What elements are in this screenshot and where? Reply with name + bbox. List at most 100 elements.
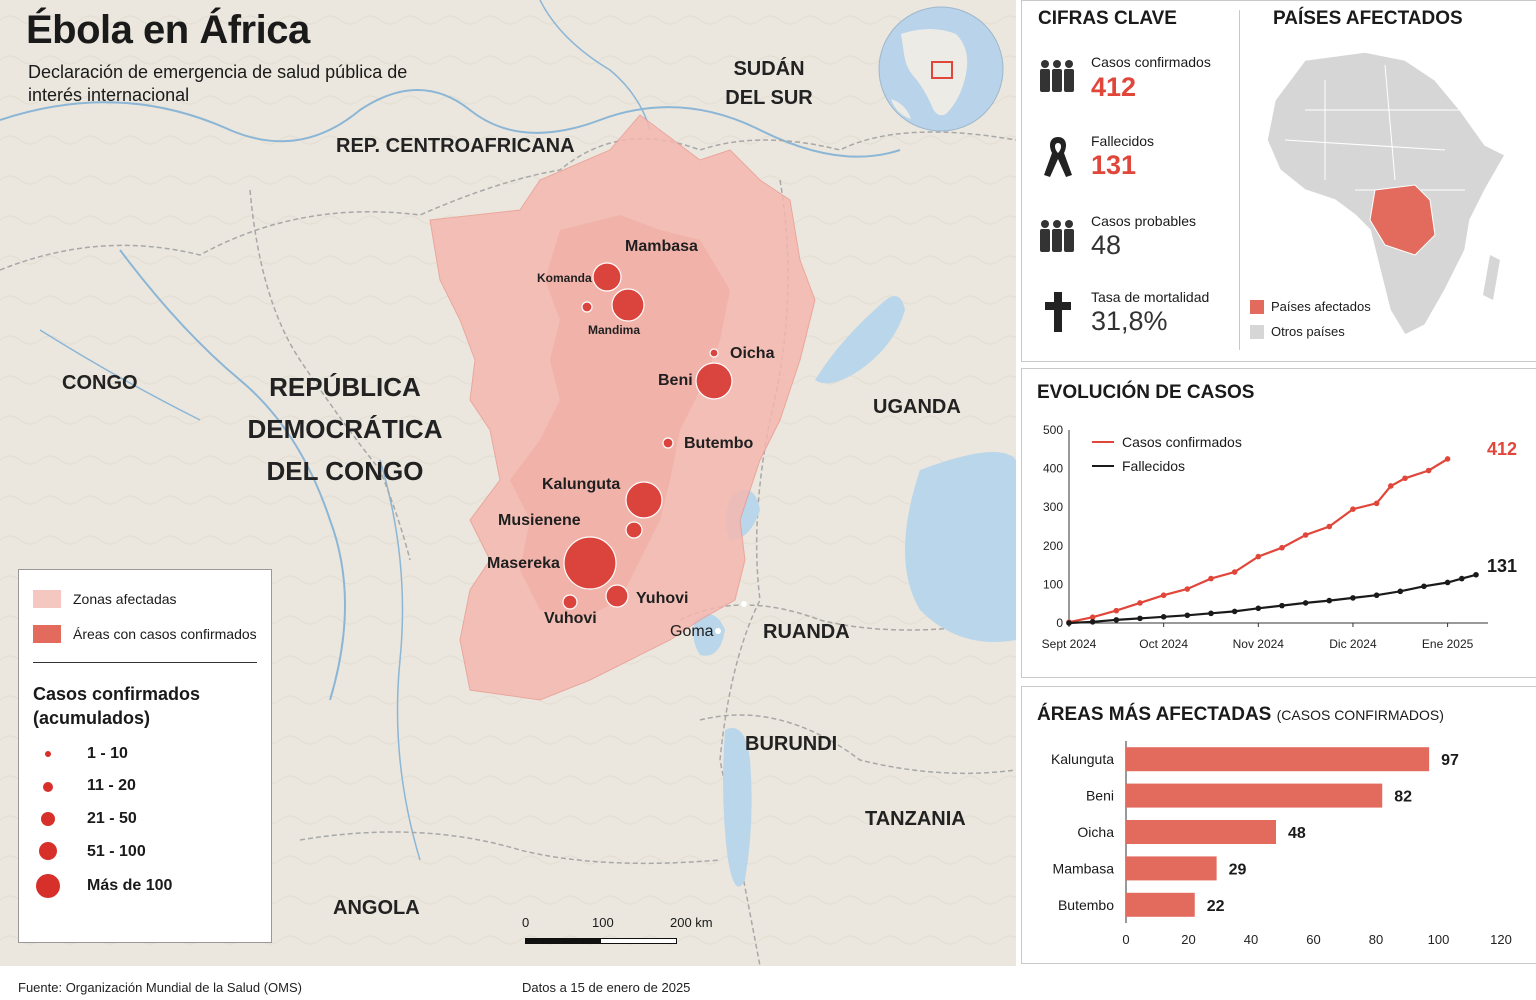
series-point-1 bbox=[1444, 579, 1451, 586]
stat-label-deaths: Fallecidos bbox=[1091, 133, 1155, 149]
series-point-0 bbox=[1089, 614, 1096, 621]
series-point-1 bbox=[1160, 614, 1167, 620]
bar-value-label: 48 bbox=[1288, 825, 1306, 842]
city-vuhovi: Vuhovi bbox=[544, 610, 597, 627]
series-point-0 bbox=[1302, 532, 1309, 538]
ribbon-icon bbox=[1044, 137, 1072, 177]
bar-value-label: 29 bbox=[1229, 861, 1247, 878]
bubble-vuhovi bbox=[562, 594, 578, 610]
series-point-1 bbox=[1208, 610, 1214, 617]
legend-header: Casos confirmados (acumulados) bbox=[33, 684, 201, 728]
bar-value-label: 22 bbox=[1207, 898, 1225, 915]
bar-x-tick-label: 40 bbox=[1244, 932, 1258, 947]
bar-category-label: Mambasa bbox=[1053, 860, 1115, 876]
legend-dot-3 bbox=[41, 812, 55, 826]
bar-4 bbox=[1126, 892, 1195, 917]
cross-icon bbox=[1045, 292, 1071, 332]
city-yuhovi: Yuhovi bbox=[636, 590, 689, 607]
areas-title: ÁREAS MÁS AFECTADAS (CASOS CONFIRMADOS) bbox=[1037, 704, 1444, 726]
stat-value-confirmed: 412 bbox=[1091, 72, 1137, 102]
label-angola: ANGOLA bbox=[333, 897, 420, 919]
bar-1 bbox=[1126, 783, 1383, 808]
scale-0: 0 bbox=[522, 915, 530, 930]
stat-value-mortality: 31,8% bbox=[1091, 306, 1168, 336]
label-tanzania: TANZANIA bbox=[865, 808, 966, 830]
series-point-1 bbox=[1137, 615, 1143, 622]
africa-map bbox=[1266, 51, 1507, 336]
bar-x-tick-label: 60 bbox=[1306, 932, 1320, 947]
legend-size-3: 21 - 50 bbox=[87, 810, 137, 827]
series-point-0 bbox=[1425, 467, 1432, 474]
main-map: Ébola en África Declaración de emergenci… bbox=[0, 0, 1016, 966]
series-point-0 bbox=[1279, 544, 1285, 551]
bubble-mandima bbox=[581, 301, 593, 313]
bar-x-tick-label: 80 bbox=[1369, 932, 1383, 947]
series-point-1 bbox=[1421, 583, 1427, 590]
x-tick-label: Dic 2024 bbox=[1329, 637, 1377, 651]
legend-swatch-other bbox=[1250, 325, 1264, 339]
areas-title-text: ÁREAS MÁS AFECTADAS bbox=[1037, 704, 1272, 725]
legend-confirmed-label: Casos confirmados bbox=[1122, 434, 1242, 450]
bubble-mambasa-b bbox=[611, 288, 645, 322]
series-point-1 bbox=[1350, 595, 1356, 601]
series-point-0 bbox=[1184, 586, 1191, 592]
x-tick-label: Ene 2025 bbox=[1422, 637, 1474, 651]
bar-0 bbox=[1126, 747, 1430, 772]
series-point-1 bbox=[1066, 620, 1072, 626]
y-tick-label: 400 bbox=[1043, 462, 1063, 476]
map-legend: Zonas afectadas Áreas con casos confirma… bbox=[18, 569, 272, 943]
legend-deaths-label: Fallecidos bbox=[1122, 458, 1186, 474]
label-rca: REP. CENTROAFRICANA bbox=[336, 135, 575, 157]
globe-inset bbox=[878, 6, 1004, 132]
legend-size-5: Más de 100 bbox=[87, 877, 173, 894]
series-point-1 bbox=[1397, 588, 1404, 595]
series-point-1 bbox=[1459, 575, 1465, 582]
legend-size-4: 51 - 100 bbox=[87, 843, 146, 860]
footer-source: Fuente: Organización Mundial de la Salud… bbox=[18, 980, 302, 995]
legend-swatch-zonas bbox=[33, 590, 61, 608]
stat-label-probable: Casos probables bbox=[1091, 213, 1197, 229]
city-beni: Beni bbox=[658, 372, 693, 389]
footer-date: Datos a 15 de enero de 2025 bbox=[522, 980, 691, 995]
legend-dot-5 bbox=[36, 874, 60, 898]
areas-subtitle: (CASOS CONFIRMADOS) bbox=[1276, 707, 1444, 723]
series-point-0 bbox=[1208, 575, 1214, 582]
footer bbox=[0, 966, 1536, 1000]
bubble-oicha bbox=[709, 348, 719, 358]
people-icon bbox=[1040, 220, 1074, 252]
legend-line-confirmed bbox=[1092, 441, 1114, 443]
page-subtitle: Declaración de emergencia de salud públi… bbox=[28, 62, 408, 105]
label-rdc: REPÚBLICA DEMOCRÁTICA DEL CONGO bbox=[247, 372, 443, 486]
series-point-0 bbox=[1373, 500, 1380, 507]
label-uganda: UGANDA bbox=[873, 396, 961, 418]
scale-200: 200 km bbox=[670, 915, 713, 930]
y-tick-label: 200 bbox=[1043, 539, 1063, 553]
x-tick-label: Sept 2024 bbox=[1042, 637, 1097, 651]
series-point-1 bbox=[1373, 592, 1380, 599]
stat-value-probable: 48 bbox=[1091, 230, 1122, 260]
x-tick-label: Oct 2024 bbox=[1139, 637, 1188, 651]
city-musienene: Musienene bbox=[498, 512, 581, 529]
series-point-0 bbox=[1255, 553, 1262, 560]
series-point-1 bbox=[1184, 612, 1191, 619]
stat-label-mortality: Tasa de mortalidad bbox=[1091, 289, 1210, 305]
label-burundi: BURUNDI bbox=[745, 733, 838, 755]
legend-other-label: Otros países bbox=[1271, 324, 1345, 339]
series-point-0 bbox=[1326, 523, 1333, 530]
bar-category-label: Beni bbox=[1086, 788, 1114, 804]
series-point-1 bbox=[1279, 602, 1285, 609]
city-masereka: Masereka bbox=[487, 555, 560, 572]
bar-category-label: Butembo bbox=[1058, 897, 1114, 913]
bubble-butembo bbox=[662, 437, 674, 449]
panel-divider bbox=[1239, 10, 1240, 350]
end-label-confirmed: 412 bbox=[1487, 439, 1518, 459]
y-tick-label: 300 bbox=[1043, 500, 1063, 514]
legend-swatch-areas bbox=[33, 625, 61, 643]
label-congo: CONGO bbox=[62, 372, 138, 394]
legend-size-2: 11 - 20 bbox=[87, 777, 136, 794]
bar-category-label: Kalunguta bbox=[1051, 751, 1114, 767]
bubble-musienene bbox=[625, 521, 643, 539]
city-butembo: Butembo bbox=[684, 435, 754, 452]
bar-x-tick-label: 0 bbox=[1122, 932, 1129, 947]
map-base bbox=[0, 0, 1016, 966]
